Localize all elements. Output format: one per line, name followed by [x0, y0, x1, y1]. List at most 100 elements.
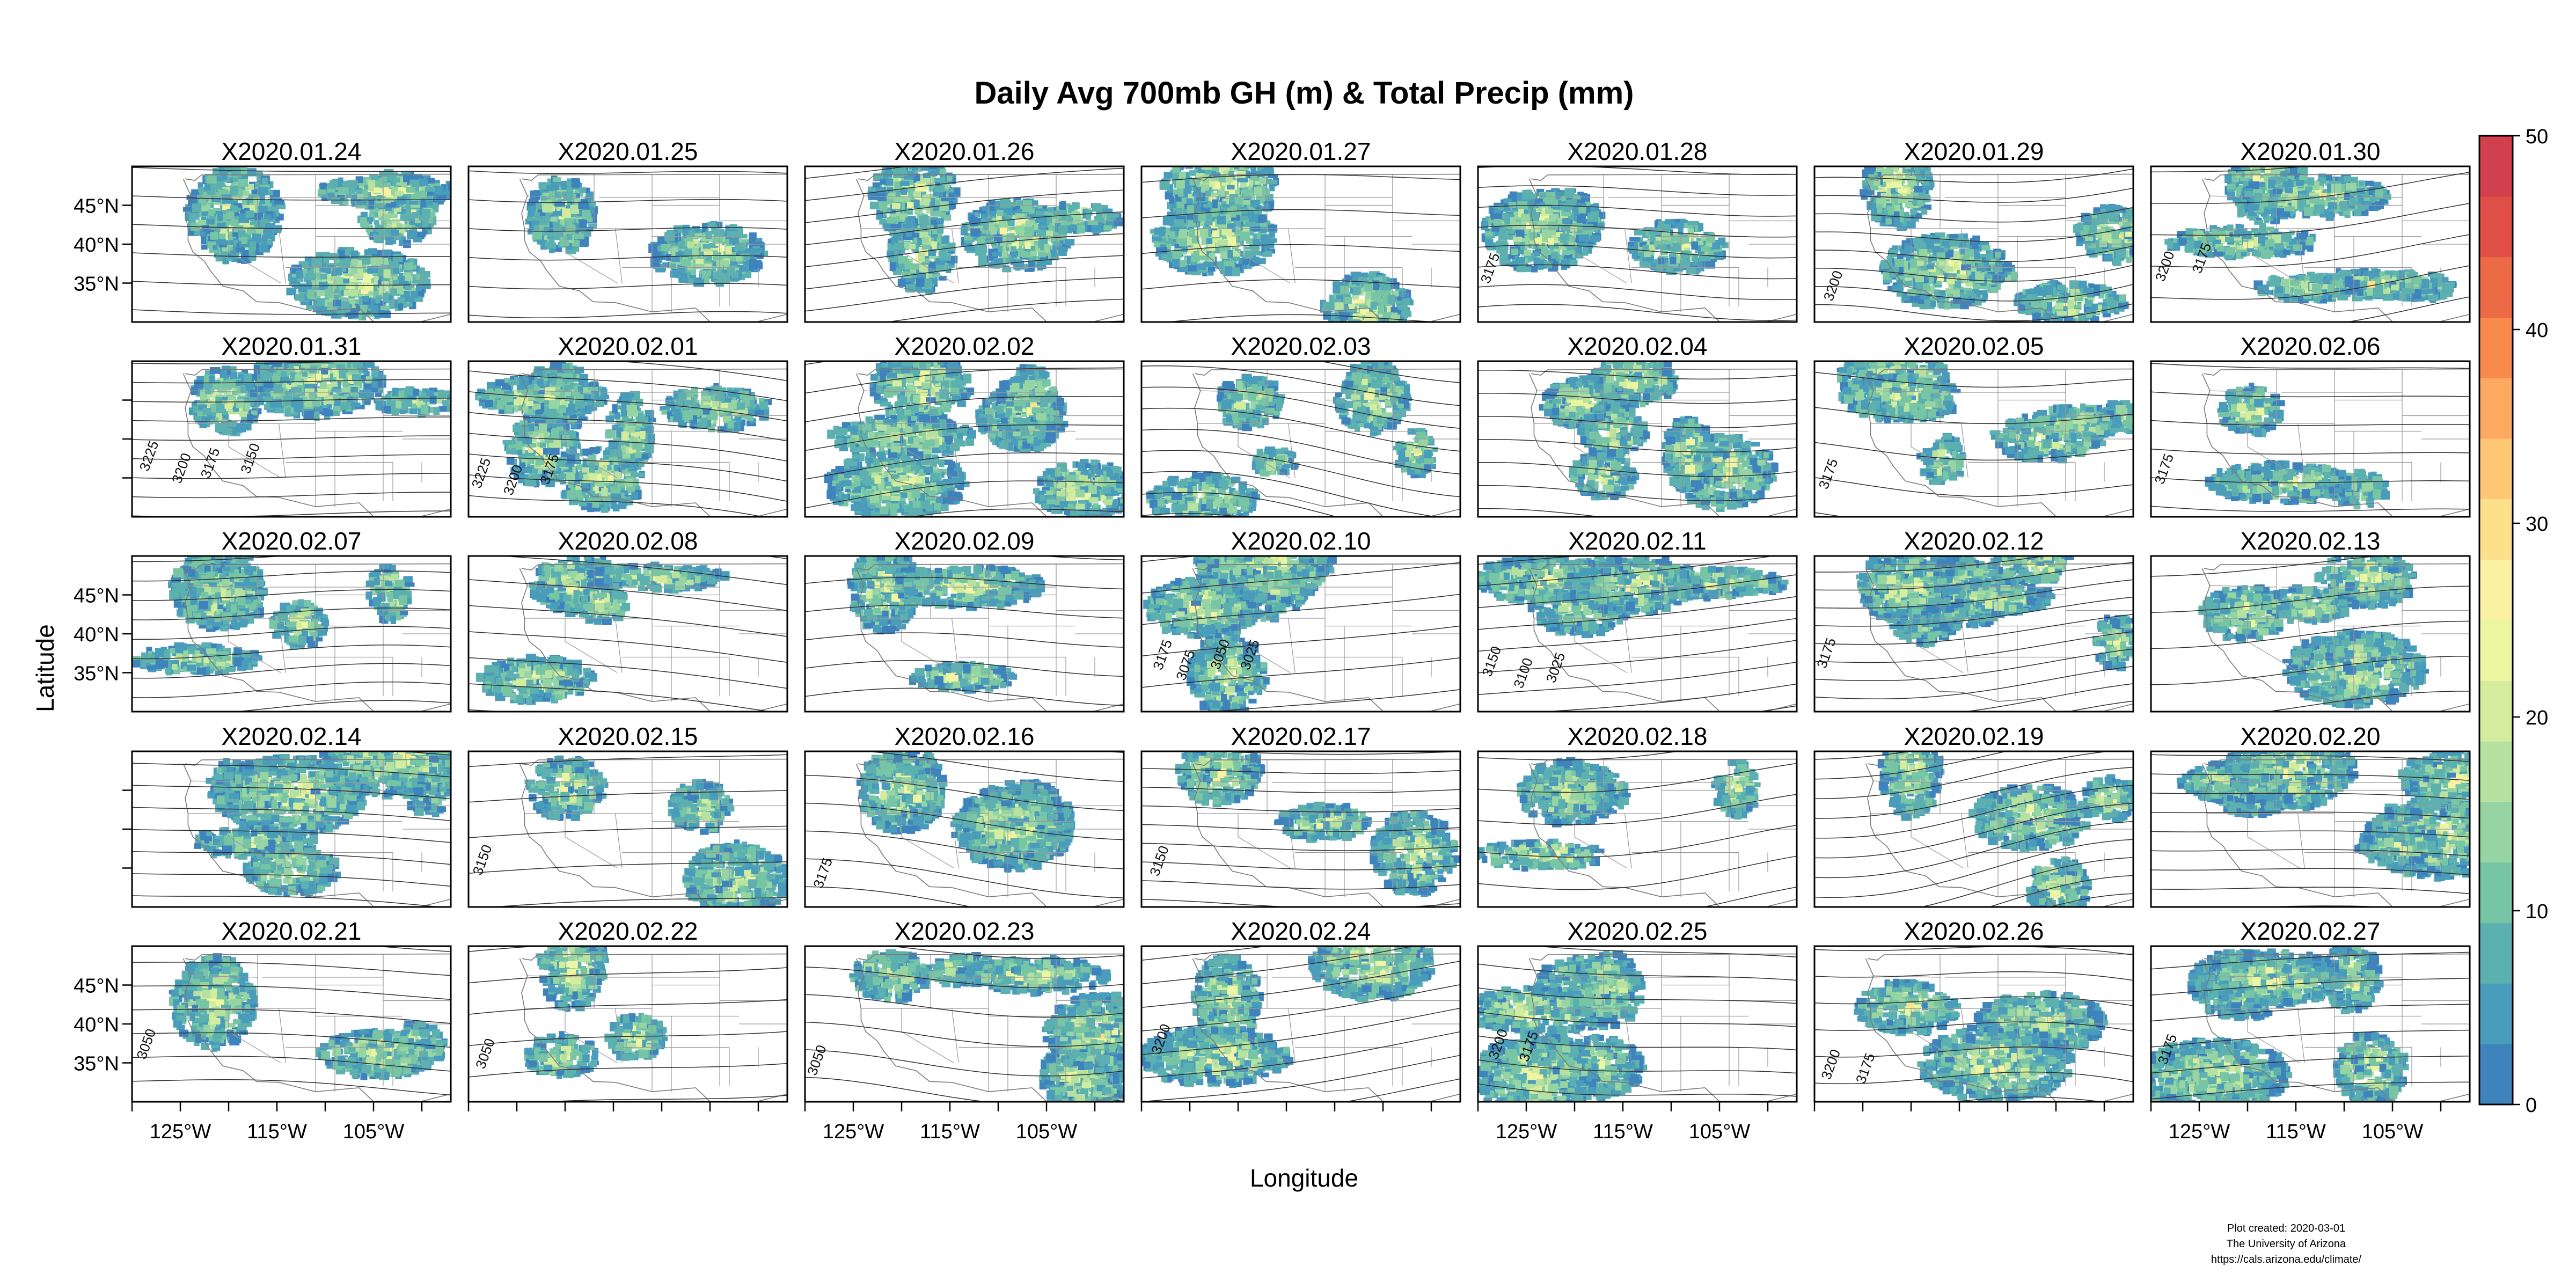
precip-cell	[917, 286, 926, 292]
precip-cell	[248, 241, 257, 251]
state-border	[952, 228, 959, 283]
precip-cell	[570, 211, 580, 217]
precip-cell	[1087, 220, 1099, 225]
precip-cell	[991, 240, 997, 246]
precip-cell	[1561, 224, 1571, 232]
precip-cell	[217, 213, 223, 222]
precip-cell	[267, 190, 273, 195]
precip-cell	[1196, 173, 1203, 181]
precip-cell	[1494, 208, 1501, 214]
height-contour	[1141, 174, 1460, 183]
precip-cell	[343, 282, 349, 287]
precip-cell	[1557, 218, 1565, 225]
precip-cell	[1206, 150, 1216, 157]
precip-cell	[365, 312, 374, 317]
precip-cell	[1257, 215, 1268, 223]
precip-cell	[213, 192, 219, 199]
height-contour	[885, 298, 1124, 322]
precip-cell	[1575, 247, 1583, 255]
precip-cell	[387, 213, 398, 218]
precip-cell	[1392, 312, 1398, 318]
precip-cell	[739, 265, 749, 272]
precip-cell	[918, 252, 925, 262]
height-contour	[132, 224, 451, 229]
precip-cell	[919, 265, 925, 272]
precip-cell	[1006, 233, 1015, 243]
precip-cell	[1015, 226, 1021, 232]
precip-cell	[1187, 205, 1194, 214]
precip-cell	[1169, 220, 1177, 226]
precip-cell	[1155, 252, 1165, 257]
precip-cell	[909, 263, 920, 270]
precip-cell	[1521, 250, 1531, 256]
precip-cell	[1245, 221, 1254, 227]
precip-cell	[712, 237, 723, 244]
precip-cell	[1397, 304, 1408, 310]
precip-cell	[1110, 215, 1117, 220]
precip-cell	[265, 230, 273, 239]
precip-cell	[1058, 250, 1067, 257]
precip-cell	[704, 251, 714, 256]
precip-cell	[924, 278, 932, 288]
precip-cell	[1203, 151, 1211, 158]
precip-cell	[1499, 232, 1507, 240]
precip-cell	[692, 239, 699, 244]
precip-cell	[547, 232, 554, 238]
precip-cell	[217, 222, 226, 228]
precip-cell	[1188, 220, 1194, 227]
precip-cell	[1374, 324, 1381, 332]
precip-cell	[1188, 194, 1194, 200]
precip-cell	[311, 257, 323, 267]
precip-cell	[930, 253, 936, 260]
precip-cell	[1208, 267, 1216, 272]
precip-cell	[755, 260, 762, 269]
y-tick-label: 35°N	[74, 273, 119, 296]
precip-cell	[1552, 192, 1562, 197]
precip-cell	[542, 204, 553, 213]
precip-cell	[1358, 272, 1368, 278]
precip-cell	[1569, 260, 1578, 267]
precip-cell	[902, 271, 911, 279]
precip-cell	[397, 286, 404, 294]
precip-cell	[1348, 282, 1357, 288]
precip-cell	[382, 187, 389, 196]
precip-cell	[888, 193, 896, 199]
precip-cell	[368, 200, 374, 209]
precip-cell	[367, 266, 378, 274]
precip-cell	[981, 256, 987, 265]
coastline	[182, 173, 451, 322]
precip-cell	[1334, 324, 1343, 330]
precip-cell	[717, 267, 723, 277]
precip-cell	[360, 305, 367, 313]
precip-cell	[900, 192, 909, 198]
precip-cell	[317, 189, 326, 195]
precip-cell	[994, 233, 1002, 243]
precip-cell	[1210, 171, 1216, 176]
precip-cell	[1524, 267, 1534, 272]
precip-cell	[680, 259, 691, 266]
precip-cell	[1498, 204, 1504, 211]
precip-cell	[655, 252, 661, 258]
precip-cell	[1545, 249, 1556, 256]
state-border	[526, 195, 595, 198]
precip-cell	[224, 166, 231, 172]
height-contour	[805, 189, 1124, 223]
precip-cell	[1357, 326, 1366, 331]
precip-cell	[398, 303, 404, 310]
precip-cell	[936, 166, 945, 169]
precip-cell	[900, 181, 910, 186]
precip-cell	[1253, 241, 1261, 246]
state-border	[1199, 195, 1268, 198]
precip-cell	[1199, 255, 1210, 261]
precip-cell	[586, 227, 594, 232]
precip-cell	[1178, 229, 1188, 239]
precip-cell	[1034, 224, 1042, 230]
precip-cell	[683, 271, 692, 276]
precip-cell	[1582, 230, 1592, 236]
height-contour	[805, 277, 1124, 312]
precip-cell	[242, 204, 250, 209]
panel-frame	[467, 165, 788, 323]
precip-cell	[240, 210, 247, 215]
precip-cell	[1182, 157, 1190, 164]
precip-cell	[970, 218, 978, 226]
